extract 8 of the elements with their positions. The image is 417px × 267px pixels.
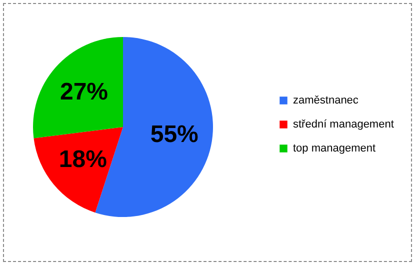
pie-slice	[33, 37, 123, 138]
legend-label: top management	[293, 142, 376, 154]
legend-label: střední management	[293, 118, 394, 130]
data-label: 55%	[150, 121, 198, 148]
legend-label: zaměstnanec	[293, 94, 359, 106]
data-label: 18%	[58, 146, 107, 174]
data-label: 27%	[60, 78, 108, 106]
pie-slice	[34, 127, 123, 213]
